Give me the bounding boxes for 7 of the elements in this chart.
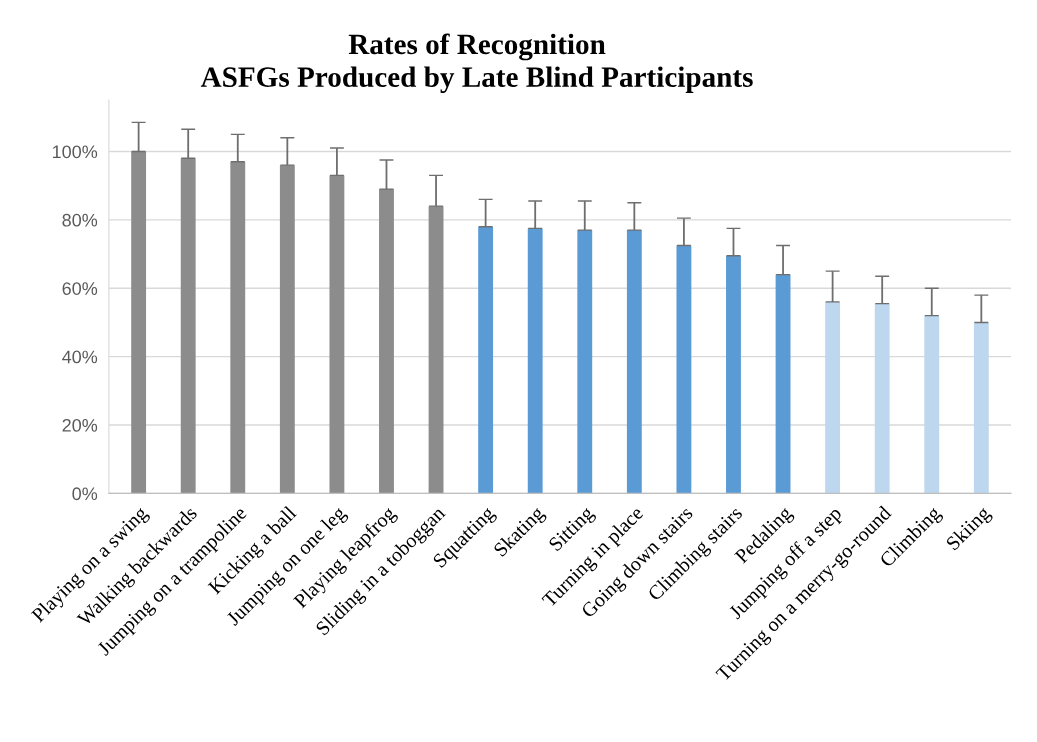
chart-title: Rates of Recognition ASFGs Produced by Late Blind Participants (200, 33, 753, 93)
y-tick-label: 80% (62, 213, 98, 227)
y-tick-label: 100% (52, 145, 98, 159)
y-tick-label: 40% (62, 350, 98, 364)
y-tick-label: 60% (62, 282, 98, 295)
y-tick-label: 0% (72, 487, 98, 501)
y-tick-label: 20% (62, 418, 98, 432)
